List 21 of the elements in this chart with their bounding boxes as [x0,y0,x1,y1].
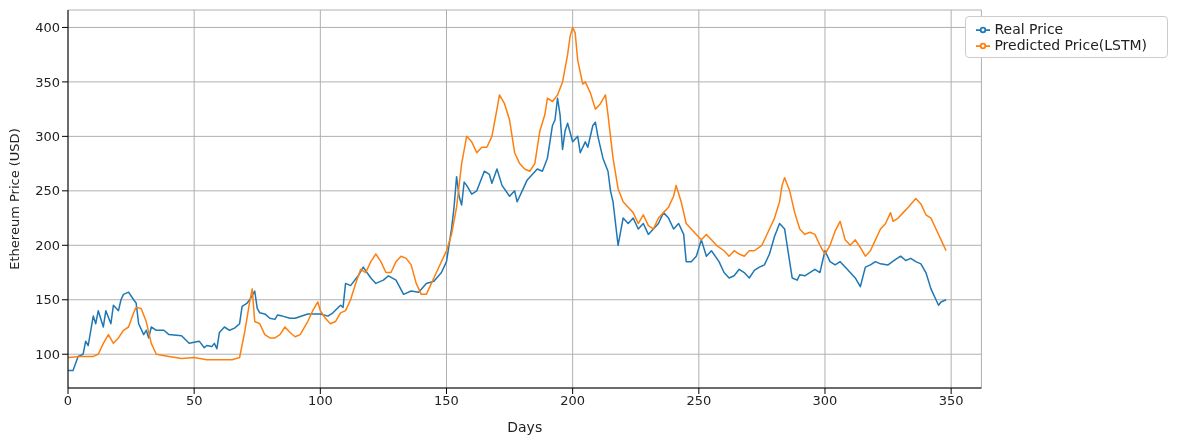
line-series [68,26,947,361]
legend-label: Predicted Price(LSTM) [994,37,1147,53]
y-tick-label: 250 [35,183,60,199]
y-tick-label: 100 [35,346,60,362]
y-tick-label: 400 [35,20,60,36]
y-tick-label: 300 [35,128,60,144]
x-axis-title: Days [507,419,543,435]
x-tick-label: 300 [812,393,838,409]
x-tick-label: 250 [686,393,712,409]
y-tick-label: 350 [35,74,60,90]
y-tick-label: 150 [35,292,60,308]
x-tick-label: 0 [63,393,73,409]
x-tick-label: 100 [307,393,333,409]
line-series [68,97,947,372]
y-axis-title: Ethereum Price (USD) [6,128,22,270]
y-tick-label: 200 [35,237,60,253]
x-tick-label: 200 [560,393,586,409]
x-tick-label: 350 [938,393,964,409]
x-tick-label: 150 [434,393,459,409]
legend-label: Real Price [994,21,1064,37]
x-tick-label: 50 [185,393,203,409]
